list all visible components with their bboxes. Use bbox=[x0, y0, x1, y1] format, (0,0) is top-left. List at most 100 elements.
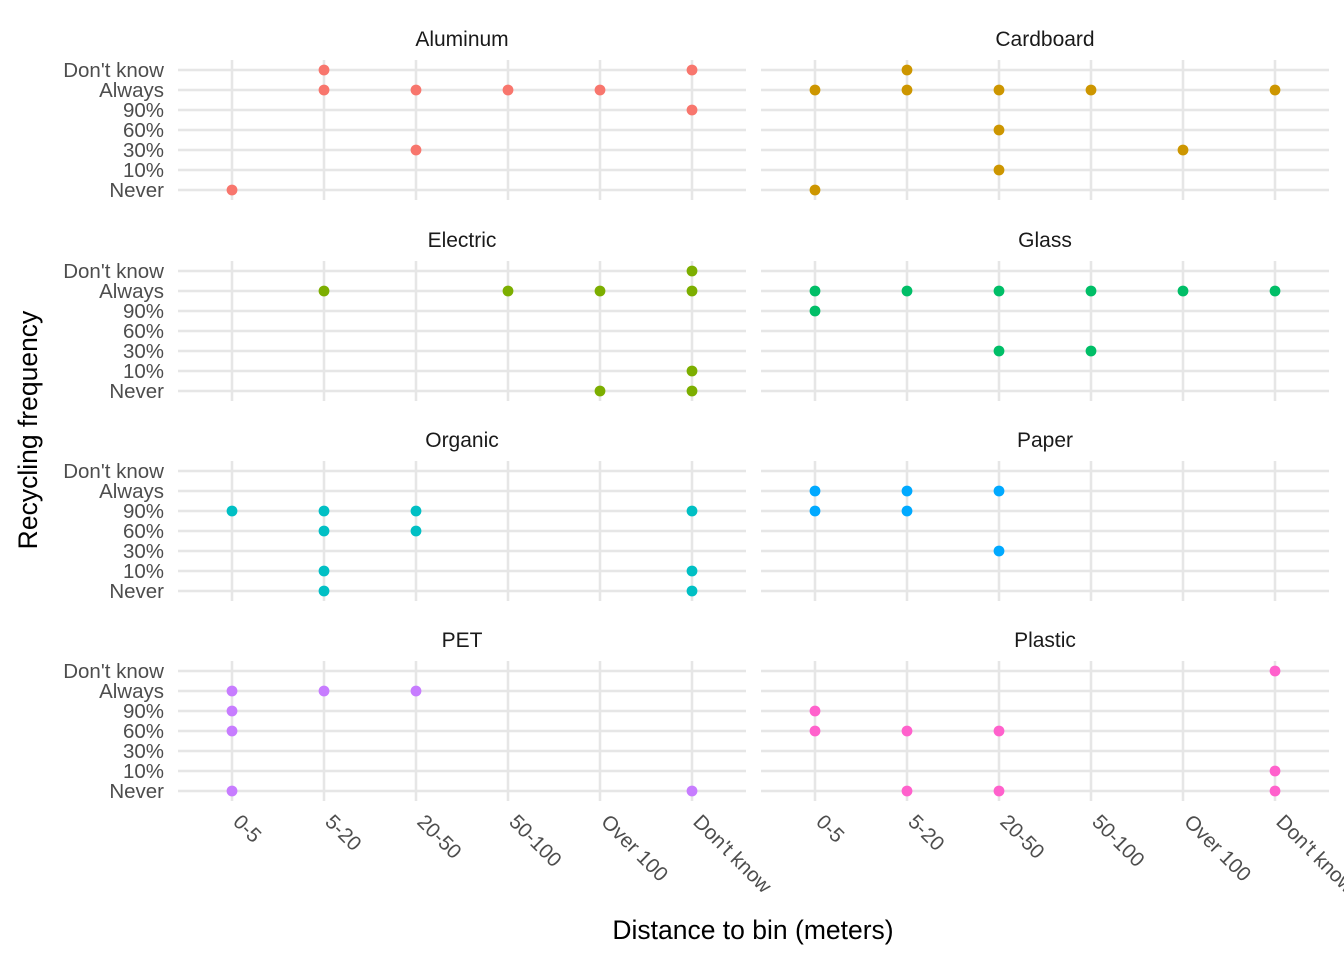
data-point bbox=[226, 184, 238, 196]
facet-strip-label: Organic bbox=[425, 429, 499, 452]
x-tick-label: 50-100 bbox=[504, 810, 565, 871]
y-tick-label: 30% bbox=[123, 139, 164, 162]
data-point bbox=[226, 785, 238, 797]
data-point bbox=[809, 305, 821, 317]
facet-strip-label: Paper bbox=[1017, 429, 1073, 452]
data-point bbox=[594, 84, 606, 96]
y-tick-label: Never bbox=[109, 780, 164, 803]
facet-strip-label: Aluminum bbox=[415, 28, 508, 51]
y-tick-label: Don't know bbox=[63, 660, 164, 683]
x-tick-label: 5-20 bbox=[903, 810, 948, 855]
y-tick-label: Never bbox=[109, 179, 164, 202]
y-tick-label: Never bbox=[109, 580, 164, 603]
data-point bbox=[502, 285, 514, 297]
facet-strip-label: Cardboard bbox=[995, 28, 1094, 51]
y-axis-title: Recycling frequency bbox=[13, 310, 43, 549]
x-tick-label: Over 100 bbox=[596, 810, 672, 886]
x-tick-label: 0-5 bbox=[811, 810, 848, 847]
data-point bbox=[318, 505, 330, 517]
facet-panel-paper: Paper bbox=[761, 429, 1329, 601]
data-point bbox=[901, 64, 913, 76]
data-point bbox=[1085, 84, 1097, 96]
x-tick-label: 5-20 bbox=[320, 810, 365, 855]
y-tick-label: 60% bbox=[123, 320, 164, 343]
y-tick-label: 60% bbox=[123, 520, 164, 543]
data-point bbox=[1177, 144, 1189, 156]
data-point bbox=[993, 345, 1005, 357]
data-point bbox=[809, 184, 821, 196]
y-tick-label: Always bbox=[99, 680, 164, 703]
data-point bbox=[318, 525, 330, 537]
data-point bbox=[901, 485, 913, 497]
data-point bbox=[993, 164, 1005, 176]
data-point bbox=[809, 285, 821, 297]
data-point bbox=[410, 525, 422, 537]
y-tick-label: 90% bbox=[123, 700, 164, 723]
data-point bbox=[226, 505, 238, 517]
data-point bbox=[226, 725, 238, 737]
data-point bbox=[318, 565, 330, 577]
data-point bbox=[686, 265, 698, 277]
x-axis-title: Distance to bin (meters) bbox=[612, 915, 893, 945]
y-tick-label: Don't know bbox=[63, 260, 164, 283]
data-point bbox=[901, 84, 913, 96]
facet-strip-label: Glass bbox=[1018, 229, 1072, 252]
data-point bbox=[809, 505, 821, 517]
y-tick-label: 10% bbox=[123, 760, 164, 783]
data-point bbox=[993, 485, 1005, 497]
y-tick-label: 90% bbox=[123, 300, 164, 323]
data-point bbox=[1269, 285, 1281, 297]
data-point bbox=[1085, 285, 1097, 297]
data-point bbox=[686, 565, 698, 577]
data-point bbox=[410, 84, 422, 96]
data-point bbox=[809, 725, 821, 737]
data-point bbox=[686, 385, 698, 397]
data-point bbox=[410, 685, 422, 697]
y-tick-label: 60% bbox=[123, 720, 164, 743]
data-point bbox=[901, 725, 913, 737]
facet-panel-plastic: Plastic 0-5 5-20 20-50 50-100 Over 100 Don't k… bbox=[761, 629, 1344, 898]
data-point bbox=[809, 485, 821, 497]
data-point bbox=[410, 144, 422, 156]
facet-panel-glass: Glass bbox=[761, 229, 1329, 401]
data-point bbox=[226, 685, 238, 697]
data-point bbox=[318, 64, 330, 76]
data-point bbox=[901, 285, 913, 297]
data-point bbox=[410, 505, 422, 517]
y-tick-label: Always bbox=[99, 79, 164, 102]
data-point bbox=[318, 84, 330, 96]
y-tick-label: 10% bbox=[123, 159, 164, 182]
data-point bbox=[594, 385, 606, 397]
data-point bbox=[686, 104, 698, 116]
data-point bbox=[993, 124, 1005, 136]
y-tick-label: 90% bbox=[123, 99, 164, 122]
data-point bbox=[502, 84, 514, 96]
x-tick-label: 50-100 bbox=[1087, 810, 1148, 871]
data-point bbox=[1085, 345, 1097, 357]
data-point bbox=[686, 285, 698, 297]
facet-strip-label: Electric bbox=[428, 229, 497, 252]
data-point bbox=[901, 505, 913, 517]
y-tick-label: 60% bbox=[123, 119, 164, 142]
data-point bbox=[686, 585, 698, 597]
y-tick-label: Don't know bbox=[63, 460, 164, 483]
y-tick-label: 30% bbox=[123, 740, 164, 763]
data-point bbox=[901, 785, 913, 797]
data-point bbox=[1269, 84, 1281, 96]
data-point bbox=[993, 785, 1005, 797]
data-point bbox=[318, 285, 330, 297]
data-point bbox=[686, 365, 698, 377]
y-tick-label: Always bbox=[99, 480, 164, 503]
data-point bbox=[1269, 665, 1281, 677]
x-tick-label: Don't know bbox=[688, 810, 776, 898]
y-tick-label: 30% bbox=[123, 540, 164, 563]
data-point bbox=[1269, 785, 1281, 797]
facet-strip-label: PET bbox=[442, 629, 483, 652]
y-tick-label: Always bbox=[99, 280, 164, 303]
x-tick-label: Over 100 bbox=[1179, 810, 1255, 886]
facet-panel-cardboard: Cardboard bbox=[761, 28, 1329, 200]
data-point bbox=[318, 685, 330, 697]
